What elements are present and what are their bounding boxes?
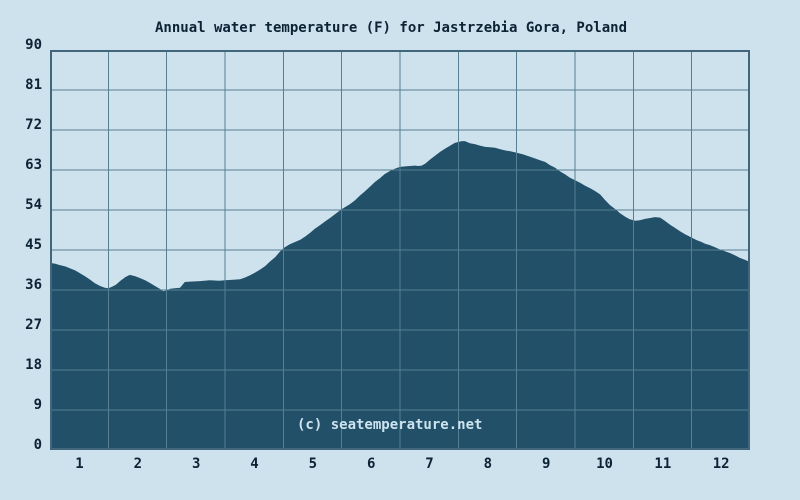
x-tick-label: 10 (596, 456, 613, 472)
y-tick-label: 90 (25, 37, 42, 53)
x-tick-label: 5 (308, 456, 318, 472)
plot-border (50, 50, 750, 450)
x-tick-label: 11 (654, 456, 672, 472)
x-tick-label: 3 (191, 456, 201, 472)
temperature-area-chart (50, 50, 750, 450)
watermark-text: (c) seatemperature.net (297, 417, 483, 433)
x-tick-label: 9 (541, 456, 551, 472)
y-tick-label: 63 (25, 157, 42, 173)
x-tick-label: 12 (712, 456, 730, 472)
y-tick-label: 18 (25, 357, 42, 373)
plot-area: (c) seatemperature.net (50, 50, 750, 450)
y-tick-label: 72 (25, 117, 42, 133)
y-tick-label: 45 (25, 237, 42, 253)
y-tick-label: 54 (25, 197, 42, 213)
x-tick-label: 1 (75, 456, 84, 472)
y-tick-label: 0 (33, 437, 42, 453)
y-tick-label: 81 (25, 77, 42, 93)
chart-title: Annual water temperature (F) for Jastrze… (154, 20, 627, 36)
y-tick-label: 9 (33, 397, 42, 413)
x-tick-label: 8 (483, 456, 493, 472)
x-tick-label: 4 (250, 456, 259, 472)
x-tick-label: 6 (366, 456, 376, 472)
y-tick-label: 36 (25, 277, 42, 293)
x-tick-label: 7 (425, 456, 434, 472)
y-tick-label: 27 (25, 317, 42, 333)
x-tick-label: 2 (133, 456, 143, 472)
